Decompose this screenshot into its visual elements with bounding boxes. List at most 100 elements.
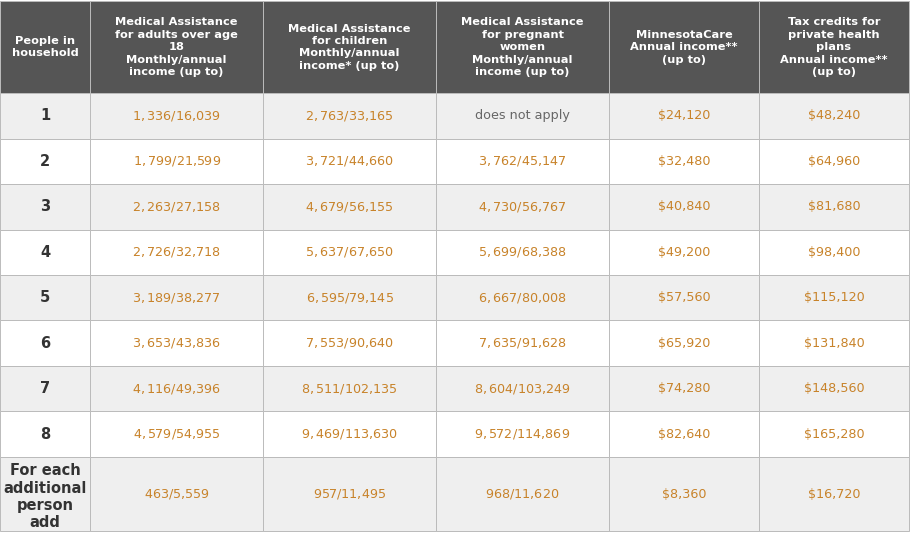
Text: 7: 7 bbox=[40, 381, 51, 396]
Bar bbox=[263, 457, 436, 531]
Text: $4,679 / $56,155: $4,679 / $56,155 bbox=[305, 200, 393, 214]
Bar bbox=[90, 457, 263, 531]
Bar bbox=[0, 411, 90, 457]
Text: $957 / $11,495: $957 / $11,495 bbox=[312, 487, 386, 501]
Bar bbox=[90, 230, 263, 275]
Text: 1: 1 bbox=[40, 108, 51, 123]
Text: Medical Assistance
for pregnant
women
Monthly/annual
income (up to): Medical Assistance for pregnant women Mo… bbox=[460, 17, 584, 77]
Bar bbox=[436, 184, 608, 230]
Bar bbox=[608, 411, 758, 457]
Bar bbox=[758, 93, 908, 139]
Text: $1,336 / $16,039: $1,336 / $16,039 bbox=[132, 109, 221, 123]
Text: $2,726 / $32,718: $2,726 / $32,718 bbox=[132, 245, 221, 259]
Bar bbox=[608, 184, 758, 230]
Bar bbox=[263, 320, 436, 366]
Text: $8,360: $8,360 bbox=[661, 488, 706, 500]
Bar bbox=[263, 275, 436, 320]
Text: $4,730 / $56,767: $4,730 / $56,767 bbox=[478, 200, 566, 214]
Bar bbox=[758, 1, 908, 93]
Bar bbox=[436, 93, 608, 139]
Bar bbox=[90, 275, 263, 320]
Text: $2,763 / $33,165: $2,763 / $33,165 bbox=[305, 109, 393, 123]
Text: $48,240: $48,240 bbox=[807, 109, 859, 123]
Text: $82,640: $82,640 bbox=[657, 427, 709, 441]
Bar bbox=[758, 275, 908, 320]
Text: Medical Assistance
for adults over age
18
Monthly/annual
income (up to): Medical Assistance for adults over age 1… bbox=[115, 17, 238, 77]
Bar bbox=[758, 457, 908, 531]
Text: $7,635 / $91,628: $7,635 / $91,628 bbox=[478, 336, 566, 350]
Text: MinnesotaCare
Annual income**
(up to): MinnesotaCare Annual income** (up to) bbox=[630, 30, 737, 64]
Text: $49,200: $49,200 bbox=[657, 246, 709, 259]
Text: $4,116 / $49,396: $4,116 / $49,396 bbox=[132, 382, 221, 395]
Text: $16,720: $16,720 bbox=[807, 488, 859, 500]
Bar bbox=[436, 139, 608, 184]
Text: $6,595 / $79,145: $6,595 / $79,145 bbox=[305, 290, 393, 305]
Text: 6: 6 bbox=[40, 336, 51, 351]
Text: 4: 4 bbox=[40, 245, 51, 260]
Bar bbox=[608, 275, 758, 320]
Bar bbox=[436, 457, 608, 531]
Text: $4,579 / $54,955: $4,579 / $54,955 bbox=[132, 427, 221, 441]
Bar bbox=[263, 139, 436, 184]
Text: $64,960: $64,960 bbox=[807, 155, 859, 168]
Bar bbox=[0, 184, 90, 230]
Text: 8: 8 bbox=[40, 426, 51, 441]
Bar bbox=[0, 230, 90, 275]
Bar bbox=[608, 139, 758, 184]
Text: $98,400: $98,400 bbox=[807, 246, 859, 259]
Bar bbox=[90, 411, 263, 457]
Text: $9,469 / $113,630: $9,469 / $113,630 bbox=[301, 427, 398, 441]
Bar bbox=[436, 366, 608, 411]
Bar bbox=[0, 366, 90, 411]
Text: $131,840: $131,840 bbox=[802, 337, 864, 350]
Bar bbox=[263, 411, 436, 457]
Bar bbox=[608, 320, 758, 366]
Bar bbox=[90, 366, 263, 411]
Bar bbox=[263, 184, 436, 230]
Bar bbox=[90, 320, 263, 366]
Bar bbox=[436, 411, 608, 457]
Bar bbox=[263, 93, 436, 139]
Text: 5: 5 bbox=[40, 290, 51, 305]
Text: Tax credits for
private health
plans
Annual income**
(up to): Tax credits for private health plans Ann… bbox=[779, 17, 887, 77]
Text: $5,637 / $67,650: $5,637 / $67,650 bbox=[305, 245, 393, 259]
Bar bbox=[263, 366, 436, 411]
Bar bbox=[608, 230, 758, 275]
Text: $9,572 / $114,869: $9,572 / $114,869 bbox=[474, 427, 570, 441]
Bar bbox=[758, 184, 908, 230]
Text: Medical Assistance
for children
Monthly/annual
income* (up to): Medical Assistance for children Monthly/… bbox=[288, 23, 411, 71]
Text: $6,667 / $80,008: $6,667 / $80,008 bbox=[478, 290, 566, 305]
Text: $7,553 / $90,640: $7,553 / $90,640 bbox=[305, 336, 393, 350]
Text: $81,680: $81,680 bbox=[807, 200, 859, 213]
Text: $3,653 / $43,836: $3,653 / $43,836 bbox=[132, 336, 221, 350]
Bar bbox=[758, 411, 908, 457]
Bar bbox=[608, 1, 758, 93]
Text: $40,840: $40,840 bbox=[657, 200, 709, 213]
Bar bbox=[0, 275, 90, 320]
Text: $74,280: $74,280 bbox=[657, 382, 709, 395]
Text: $115,120: $115,120 bbox=[802, 291, 864, 304]
Bar bbox=[90, 1, 263, 93]
Bar bbox=[436, 275, 608, 320]
Bar bbox=[758, 230, 908, 275]
Text: $148,560: $148,560 bbox=[803, 382, 863, 395]
Bar bbox=[90, 184, 263, 230]
Text: $8,604 / $103,249: $8,604 / $103,249 bbox=[473, 382, 571, 395]
Text: For each
additional
person
add: For each additional person add bbox=[4, 463, 86, 530]
Text: People in
household: People in household bbox=[12, 36, 78, 58]
Bar bbox=[0, 93, 90, 139]
Text: $165,280: $165,280 bbox=[803, 427, 863, 441]
Bar bbox=[0, 1, 90, 93]
Text: $2,263 / $27,158: $2,263 / $27,158 bbox=[132, 200, 221, 214]
Bar bbox=[436, 320, 608, 366]
Text: $32,480: $32,480 bbox=[657, 155, 709, 168]
Text: $65,920: $65,920 bbox=[657, 337, 709, 350]
Bar bbox=[0, 457, 90, 531]
Text: $463 / $5,559: $463 / $5,559 bbox=[143, 487, 210, 501]
Bar bbox=[758, 366, 908, 411]
Bar bbox=[0, 320, 90, 366]
Bar bbox=[608, 93, 758, 139]
Text: $8,511 / $102,135: $8,511 / $102,135 bbox=[301, 382, 398, 395]
Text: $968 / $11,620: $968 / $11,620 bbox=[485, 487, 559, 501]
Bar bbox=[0, 139, 90, 184]
